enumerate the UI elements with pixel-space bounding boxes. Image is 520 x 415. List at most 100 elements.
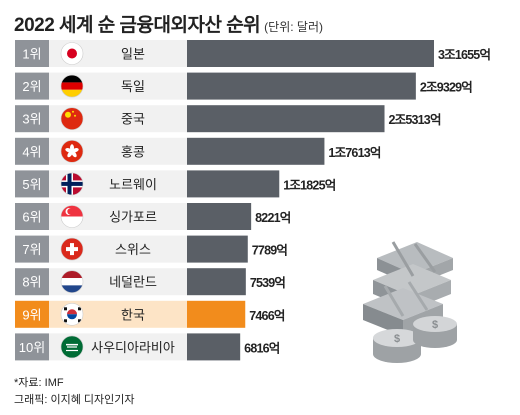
country-label: 한국 bbox=[121, 307, 145, 322]
swiss-cross bbox=[66, 247, 78, 252]
value-label: 7539억 bbox=[250, 276, 286, 290]
bar bbox=[187, 137, 325, 165]
norway-cross-blue bbox=[61, 181, 83, 186]
switzerland-flag bbox=[61, 238, 83, 261]
germany-gold bbox=[61, 89, 83, 98]
rank-badge bbox=[15, 268, 49, 296]
germany-red bbox=[61, 82, 83, 90]
saudi-script bbox=[66, 343, 78, 346]
footer: *자료: IMF 그래픽: 이지혜 디자인기자 bbox=[14, 375, 135, 409]
svg-text:$: $ bbox=[394, 333, 400, 345]
source-note: *자료: IMF bbox=[14, 377, 64, 389]
chart-title: 2022 세계 순 금융대외자산 순위 bbox=[14, 15, 261, 36]
bar bbox=[187, 105, 385, 133]
japan-flag bbox=[61, 42, 83, 65]
value-label: 6816억 bbox=[244, 341, 280, 355]
bar bbox=[187, 333, 241, 361]
rank-label: 7위 bbox=[22, 242, 41, 257]
chart-row: 9위 한국 7466억 bbox=[15, 300, 286, 328]
chart-row: 1위 일본 3조1655억 bbox=[15, 40, 491, 67]
korea-trigram bbox=[64, 319, 67, 323]
rank-badge bbox=[15, 300, 49, 328]
china-small-star bbox=[74, 114, 76, 117]
switzerland-flag-outline bbox=[60, 237, 84, 261]
germany-flag bbox=[61, 75, 83, 98]
rank-label: 2위 bbox=[22, 79, 41, 94]
rank-label: 1위 bbox=[22, 47, 41, 62]
korea-trigram bbox=[64, 307, 67, 311]
germany-black bbox=[61, 75, 83, 83]
cash-bundles bbox=[363, 241, 453, 336]
norway-flag bbox=[61, 172, 83, 195]
rank-label: 3위 bbox=[22, 112, 41, 127]
china-star bbox=[65, 111, 71, 118]
money-stack-icon: $ $ bbox=[363, 241, 457, 363]
rank-label: 10위 bbox=[19, 340, 45, 355]
rank-label: 5위 bbox=[22, 177, 41, 192]
hongkong-flag bbox=[61, 140, 83, 163]
netherlands-white bbox=[61, 278, 83, 286]
bar bbox=[187, 300, 246, 328]
hongkong-flag-outline bbox=[60, 140, 84, 163]
saudi-sword bbox=[66, 349, 78, 352]
rank-badge bbox=[15, 40, 49, 67]
chart-row: 6위 싱가포르 8221억 bbox=[15, 203, 292, 230]
rank-badge bbox=[15, 170, 49, 198]
country-label: 사우디아라비아 bbox=[91, 340, 175, 355]
rank-badge bbox=[15, 333, 49, 361]
japan-sun bbox=[67, 48, 77, 59]
chart-row: 4위 홍콩 1조7613억 bbox=[15, 137, 382, 165]
unit-label: (단위: 달러) bbox=[264, 20, 323, 34]
chart-row: 8위 네덜란드 7539억 bbox=[15, 268, 286, 296]
netherlands-blue bbox=[61, 285, 83, 293]
saudi-script bbox=[67, 346, 77, 348]
bar-chart: 1위 일본 3조1655억 2위 독일 2조9329억 3위 중국 2조5313억 4위 홍콩 1조7… bbox=[15, 40, 491, 361]
korea-trigram bbox=[78, 307, 81, 311]
value-label: 1조7613억 bbox=[328, 146, 380, 160]
country-label: 네덜란드 bbox=[109, 275, 157, 290]
china-flag bbox=[61, 107, 83, 130]
svg-text:$: $ bbox=[432, 319, 438, 331]
bar bbox=[187, 203, 252, 230]
bar bbox=[187, 268, 246, 296]
chart-row: 3위 중국 2조5313억 bbox=[15, 105, 442, 133]
korea-taegeuk-blue bbox=[67, 314, 77, 320]
bar bbox=[187, 170, 280, 198]
korea-trigram bbox=[78, 319, 81, 323]
rank-label: 8위 bbox=[22, 275, 41, 290]
rank-badge bbox=[15, 235, 49, 263]
graphic-credit: 그래픽: 이지혜 디자인기자 bbox=[14, 394, 135, 406]
chart-row: 5위 노르웨이 1조1825억 bbox=[15, 170, 337, 198]
rank-badge bbox=[15, 203, 49, 230]
norway-flag-outline bbox=[60, 172, 84, 196]
bar bbox=[187, 72, 416, 100]
rank-label: 4위 bbox=[22, 144, 41, 159]
hongkong-petal bbox=[65, 148, 73, 153]
rank-label: 9위 bbox=[22, 307, 41, 322]
singapore-white bbox=[61, 216, 83, 228]
value-label: 7789억 bbox=[252, 244, 288, 258]
china-small-star bbox=[72, 110, 74, 113]
japan-flag-outline bbox=[60, 42, 84, 65]
rank-badge bbox=[15, 72, 49, 100]
singapore-flag-outline bbox=[60, 205, 84, 228]
country-label: 싱가포르 bbox=[109, 210, 157, 225]
korea-flag bbox=[61, 303, 83, 326]
value-label: 7466억 bbox=[249, 309, 285, 323]
chart-row: 7위 스위스 7789억 bbox=[15, 235, 288, 263]
country-label: 중국 bbox=[121, 112, 145, 127]
saudi-flag bbox=[61, 335, 83, 358]
rank-badge bbox=[15, 105, 49, 133]
bar bbox=[187, 40, 434, 67]
coin-stack: $ $ bbox=[373, 316, 457, 363]
country-label: 일본 bbox=[121, 47, 145, 62]
rank-label: 6위 bbox=[22, 210, 41, 225]
country-label: 독일 bbox=[121, 79, 145, 94]
netherlands-red bbox=[61, 270, 83, 279]
singapore-flag bbox=[61, 205, 83, 228]
country-label: 스위스 bbox=[115, 242, 151, 257]
chart-title-block: 2022 세계 순 금융대외자산 순위 (단위: 달러) bbox=[14, 10, 323, 37]
chart-row: 2위 독일 2조9329억 bbox=[15, 72, 473, 100]
singapore-moon-cut bbox=[67, 208, 74, 215]
value-label: 2조9329억 bbox=[420, 81, 472, 95]
